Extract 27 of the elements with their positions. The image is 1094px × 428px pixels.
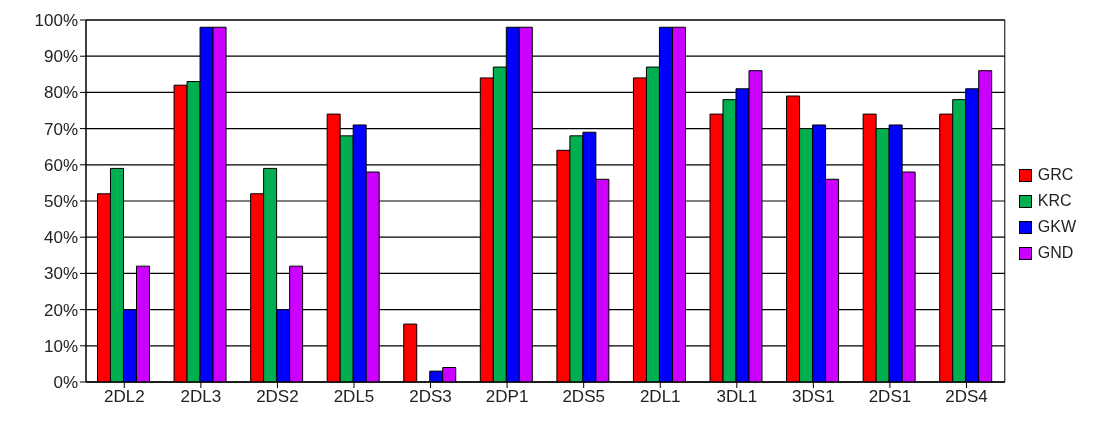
x-tick-label: 2DL2: [103, 387, 145, 407]
y-tick-label: 80%: [43, 83, 78, 103]
x-tick-label: 2DP1: [485, 387, 529, 407]
legend-label: KRC: [1037, 192, 1072, 210]
y-tick-label: 70%: [43, 119, 78, 139]
y-tick-label: 50%: [43, 192, 78, 212]
x-tick-label: 2DS4: [945, 387, 988, 407]
y-tick-label: 0%: [53, 373, 78, 393]
y-tick-label: 40%: [43, 228, 78, 248]
x-tick-label: 3DS1: [792, 387, 835, 407]
y-tick-label: 60%: [43, 155, 78, 175]
legend-label: GND: [1037, 244, 1074, 262]
y-tick-label: 100%: [34, 11, 78, 31]
x-tick-label: 2DS3: [409, 387, 452, 407]
y-tick-label: 30%: [43, 264, 78, 284]
x-tick-label: 2DL1: [639, 387, 681, 407]
x-tick-label: 2DL5: [333, 387, 375, 407]
legend-label: GKW: [1037, 218, 1076, 236]
x-tick-label: 3DL1: [716, 387, 758, 407]
x-tick-label: 2DS5: [562, 387, 605, 407]
x-tick-label: 2DS1: [868, 387, 912, 407]
y-tick-label: 20%: [43, 300, 78, 320]
legend-label: GRC: [1037, 166, 1074, 184]
y-tick-label: 90%: [43, 47, 78, 67]
x-tick-label: 2DL3: [180, 387, 222, 407]
y-tick-label: 10%: [43, 336, 78, 356]
x-tick-label: 2DS2: [256, 387, 299, 407]
